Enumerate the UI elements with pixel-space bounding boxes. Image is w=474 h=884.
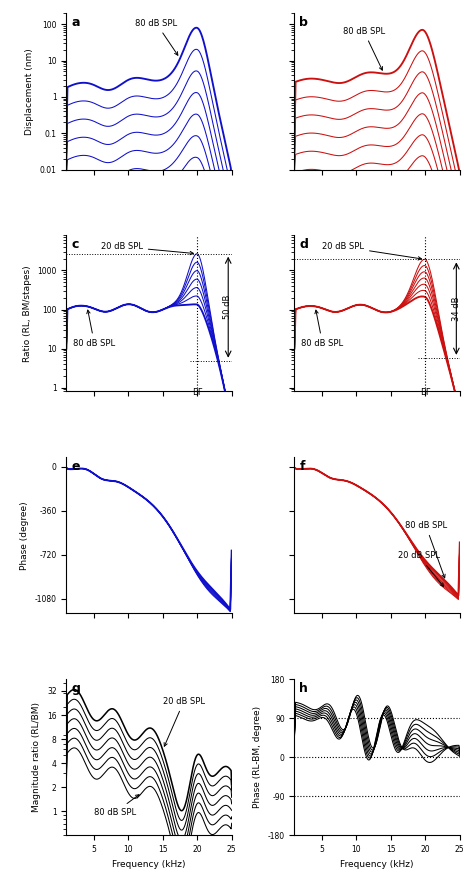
Text: f: f [300, 461, 305, 473]
Text: 20 dB SPL: 20 dB SPL [0, 883, 1, 884]
Text: a: a [71, 17, 80, 29]
Text: 80 dB SPL: 80 dB SPL [343, 27, 385, 70]
Text: 50 dB: 50 dB [223, 295, 232, 319]
Y-axis label: Phase (RL-BM, degree): Phase (RL-BM, degree) [253, 706, 262, 808]
Y-axis label: Ratio (RL, BM/stapes): Ratio (RL, BM/stapes) [23, 265, 32, 362]
Text: h: h [300, 682, 308, 695]
Text: g: g [71, 682, 80, 695]
Text: BF: BF [192, 388, 202, 397]
Text: 20 dB SPL: 20 dB SPL [163, 697, 205, 746]
X-axis label: Frequency (kHz): Frequency (kHz) [340, 859, 414, 869]
Text: 80 dB SPL: 80 dB SPL [94, 795, 139, 817]
Text: BF: BF [420, 388, 431, 397]
Text: 80 dB SPL: 80 dB SPL [73, 310, 115, 347]
Text: b: b [300, 17, 308, 29]
Text: d: d [300, 239, 308, 251]
Text: c: c [71, 239, 79, 251]
Text: 20 dB SPL: 20 dB SPL [322, 242, 421, 260]
Text: 80 dB SPL: 80 dB SPL [135, 19, 178, 55]
Text: 20 dB SPL: 20 dB SPL [101, 242, 193, 255]
Text: 20 dB SPL: 20 dB SPL [398, 552, 444, 586]
Text: 80 dB SPL: 80 dB SPL [301, 310, 344, 347]
X-axis label: Frequency (kHz): Frequency (kHz) [112, 859, 186, 869]
Text: 34 dB: 34 dB [452, 296, 461, 321]
Text: 80 dB SPL: 80 dB SPL [405, 521, 447, 578]
Y-axis label: Phase (degree): Phase (degree) [20, 501, 29, 569]
Y-axis label: Magnitude ratio (RL/BM): Magnitude ratio (RL/BM) [32, 702, 41, 812]
Text: e: e [71, 461, 80, 473]
Y-axis label: Displacement (nm): Displacement (nm) [25, 48, 34, 134]
Text: 20 dB SPL: 20 dB SPL [0, 883, 1, 884]
